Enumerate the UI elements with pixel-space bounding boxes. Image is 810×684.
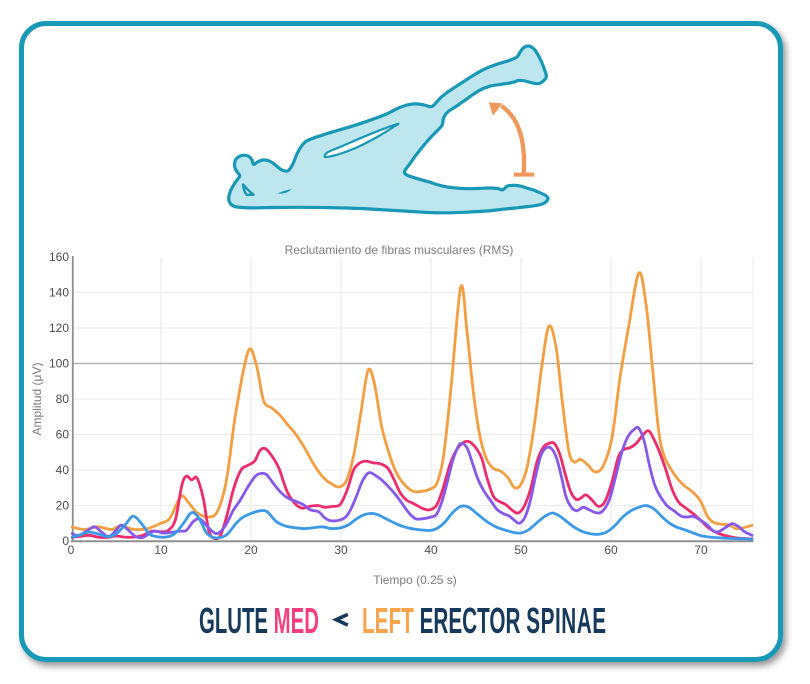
svg-text:10: 10 <box>154 543 168 557</box>
svg-text:0: 0 <box>62 534 69 548</box>
svg-text:60: 60 <box>604 543 618 557</box>
svg-text:160: 160 <box>49 250 69 264</box>
svg-text:Reclutamiento de fibras muscul: Reclutamiento de fibras musculares (RMS) <box>285 243 514 257</box>
svg-text:Tiempo (0.25 s): Tiempo (0.25 s) <box>373 573 457 587</box>
svg-text:80: 80 <box>56 392 70 406</box>
svg-text:70: 70 <box>694 543 708 557</box>
svg-text:50: 50 <box>514 543 528 557</box>
svg-text:40: 40 <box>56 463 70 477</box>
svg-text:120: 120 <box>49 321 69 335</box>
svg-text:20: 20 <box>244 543 258 557</box>
svg-text:0: 0 <box>68 543 75 557</box>
svg-text:Amplitud (μV): Amplitud (μV) <box>30 363 44 436</box>
svg-text:100: 100 <box>49 357 69 371</box>
svg-text:30: 30 <box>334 543 348 557</box>
svg-text:140: 140 <box>49 286 69 300</box>
svg-text:20: 20 <box>56 499 70 513</box>
svg-text:60: 60 <box>56 428 70 442</box>
svg-text:40: 40 <box>424 543 438 557</box>
